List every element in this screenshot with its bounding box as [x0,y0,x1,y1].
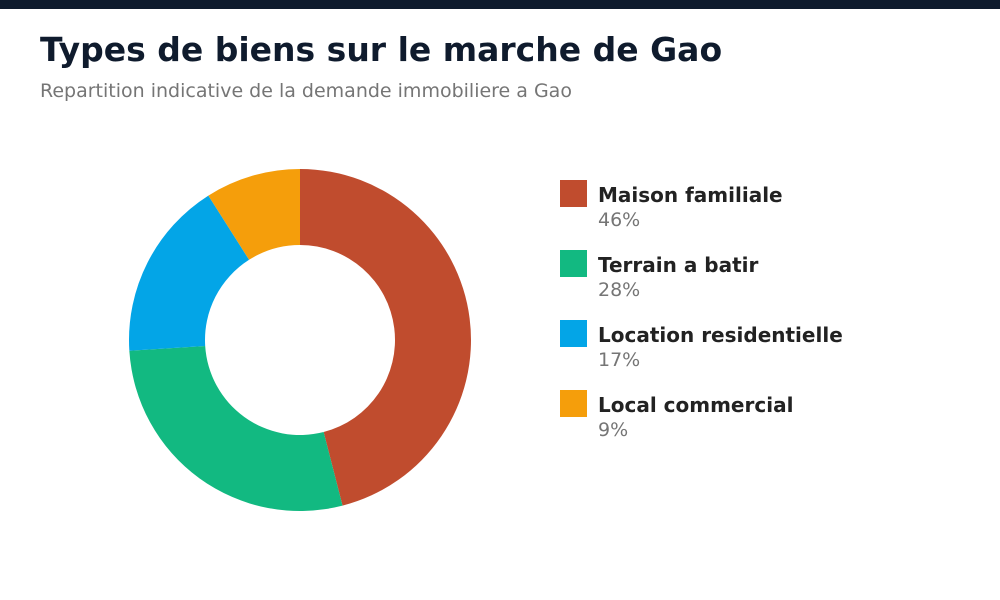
legend-item: Terrain a batir 28% [560,250,980,320]
legend-value: 46% [598,209,641,231]
chart-subtitle: Repartition indicative de la demande imm… [40,80,572,102]
legend-swatch [560,320,587,347]
legend-value: 17% [598,349,641,371]
legend-item: Maison familiale 46% [560,180,980,250]
legend-value: 28% [598,279,641,301]
legend-label: Maison familiale [598,183,783,207]
donut-slice-local-commercial [208,169,300,260]
donut-chart [129,169,471,511]
legend-item: Location residentielle 17% [560,320,980,390]
chart-legend: Maison familiale 46% Terrain a batir 28% Loc… [560,180,980,460]
legend-swatch [560,180,587,207]
legend-label: Location residentielle [598,323,843,347]
legend-value: 9% [598,419,629,441]
legend-label: Local commercial [598,393,794,417]
donut-slice-maison-familiale [300,169,471,506]
chart-title: Types de biens sur le marche de Gao [40,30,723,69]
legend-swatch [560,250,587,277]
legend-item: Local commercial 9% [560,390,980,460]
legend-swatch [560,390,587,417]
legend-label: Terrain a batir [598,253,759,277]
donut-slice-location-residentielle [129,195,250,351]
top-accent-bar [0,0,1000,9]
donut-slice-terrain-a-batir [129,345,343,511]
